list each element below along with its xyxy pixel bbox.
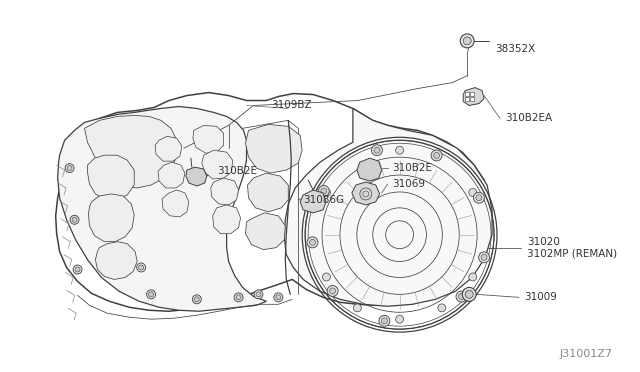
Circle shape [323, 189, 330, 196]
Circle shape [254, 290, 263, 299]
Circle shape [75, 267, 80, 272]
Circle shape [148, 292, 154, 297]
Circle shape [371, 145, 383, 155]
Polygon shape [56, 93, 490, 311]
Circle shape [460, 34, 474, 48]
Circle shape [323, 273, 330, 281]
Circle shape [274, 293, 283, 302]
Bar [470, 92, 474, 96]
Polygon shape [300, 190, 326, 213]
Circle shape [462, 288, 476, 301]
Circle shape [465, 291, 473, 298]
Circle shape [431, 150, 442, 161]
Text: 310B2EA: 310B2EA [505, 113, 552, 124]
Circle shape [433, 153, 440, 158]
Text: 310B2E: 310B2E [217, 166, 257, 176]
Circle shape [195, 297, 199, 302]
Polygon shape [211, 178, 239, 205]
Circle shape [474, 192, 484, 203]
Circle shape [65, 164, 74, 173]
Circle shape [456, 291, 467, 302]
Circle shape [479, 252, 490, 263]
Text: 38352X: 38352X [495, 44, 535, 54]
Polygon shape [186, 167, 207, 186]
Circle shape [137, 263, 146, 272]
Text: J31001Z7: J31001Z7 [559, 349, 612, 359]
Circle shape [256, 292, 261, 297]
Circle shape [307, 237, 318, 248]
Text: 31020: 31020 [527, 237, 560, 247]
Polygon shape [463, 87, 484, 106]
Polygon shape [248, 173, 288, 212]
Text: 3109BZ: 3109BZ [271, 100, 312, 110]
Circle shape [468, 189, 477, 196]
Circle shape [310, 239, 316, 245]
Circle shape [236, 295, 241, 300]
Circle shape [463, 37, 471, 45]
Circle shape [468, 273, 477, 281]
Polygon shape [202, 150, 232, 179]
Circle shape [72, 217, 77, 222]
Circle shape [70, 215, 79, 224]
Polygon shape [88, 194, 134, 242]
Circle shape [321, 188, 327, 194]
Polygon shape [155, 136, 182, 161]
Circle shape [147, 290, 156, 299]
Polygon shape [58, 106, 266, 311]
Circle shape [193, 295, 202, 304]
Circle shape [67, 166, 72, 171]
Polygon shape [352, 182, 380, 205]
Text: 31086G: 31086G [303, 195, 344, 205]
Polygon shape [246, 213, 285, 250]
Polygon shape [193, 125, 223, 153]
Polygon shape [84, 115, 177, 188]
Circle shape [476, 195, 482, 201]
Bar [465, 97, 469, 100]
Polygon shape [88, 155, 134, 200]
Circle shape [73, 265, 82, 274]
Circle shape [379, 315, 390, 326]
Polygon shape [246, 124, 302, 173]
Text: 31069: 31069 [392, 179, 426, 189]
Circle shape [396, 315, 404, 323]
Circle shape [276, 295, 281, 300]
Circle shape [353, 304, 362, 312]
Text: 31009: 31009 [524, 292, 557, 302]
Polygon shape [95, 242, 137, 279]
Polygon shape [158, 162, 185, 188]
Circle shape [139, 265, 143, 270]
Circle shape [327, 285, 338, 296]
Circle shape [234, 293, 243, 302]
Polygon shape [284, 109, 492, 306]
Circle shape [396, 146, 404, 154]
Circle shape [458, 294, 465, 299]
Bar [465, 92, 469, 96]
Polygon shape [162, 190, 189, 217]
Text: 310B2E: 310B2E [392, 163, 433, 173]
Circle shape [374, 147, 380, 153]
Text: 3102MP (REMAN): 3102MP (REMAN) [527, 248, 617, 259]
Circle shape [481, 254, 487, 260]
Circle shape [318, 186, 330, 196]
Polygon shape [212, 205, 241, 234]
Bar [470, 97, 474, 100]
Polygon shape [357, 158, 381, 181]
Circle shape [330, 288, 335, 294]
Circle shape [381, 318, 387, 324]
Circle shape [438, 304, 446, 312]
